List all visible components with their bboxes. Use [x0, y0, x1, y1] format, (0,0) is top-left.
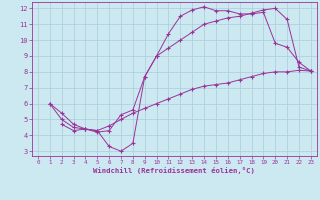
- X-axis label: Windchill (Refroidissement éolien,°C): Windchill (Refroidissement éolien,°C): [93, 167, 255, 174]
